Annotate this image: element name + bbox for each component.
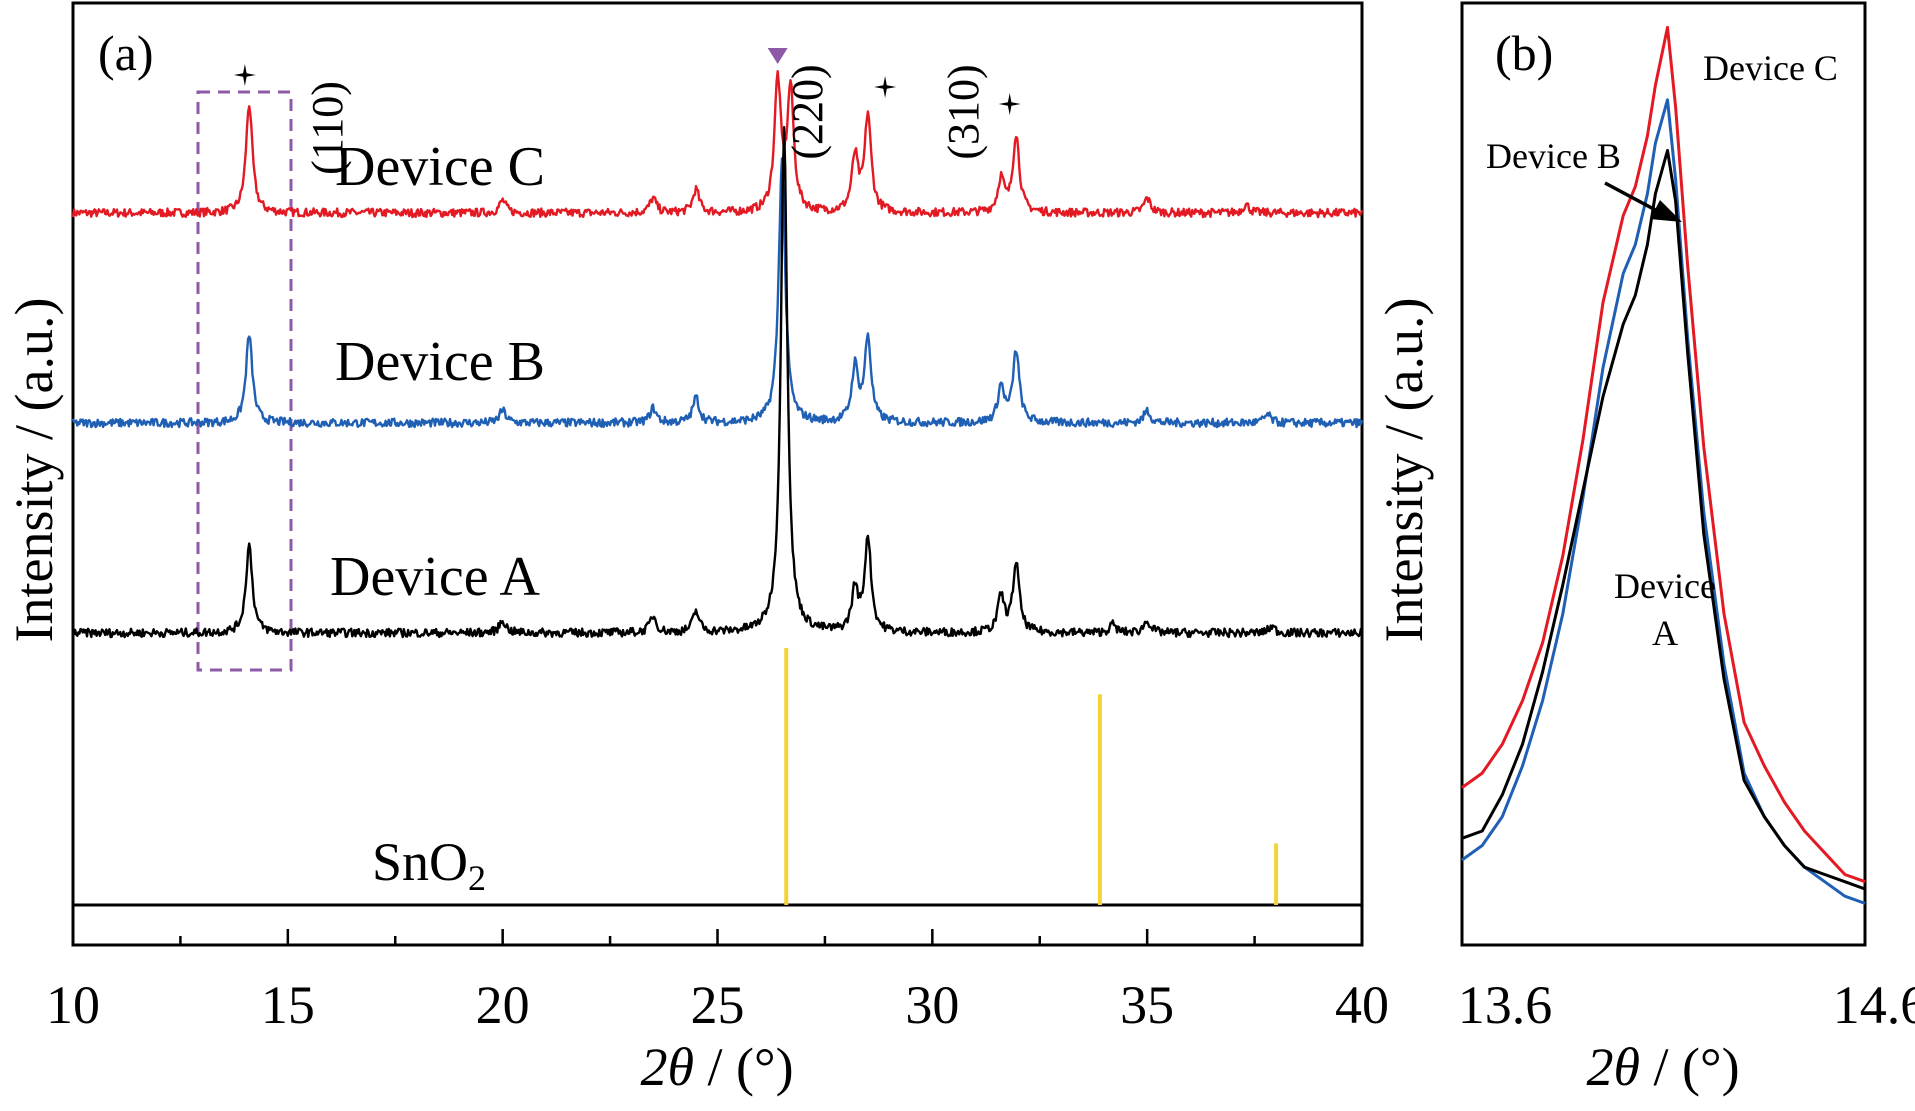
panel-b-label-device-c: Device C (1703, 48, 1838, 88)
series-label-device-a: Device A (330, 546, 540, 608)
star-marker-icon (874, 76, 897, 98)
panel-b-label: (b) (1495, 25, 1553, 81)
x-tick-label: 40 (1335, 975, 1389, 1035)
peak-label-220: (220) (783, 64, 832, 159)
trace-device-c (71, 70, 1364, 219)
x-tick-label: 10 (46, 975, 100, 1035)
panel-a-label: (a) (98, 25, 154, 81)
x-tick-label: 30 (905, 975, 959, 1035)
triangle-marker-icon (767, 48, 788, 64)
panel-b-traces (1461, 25, 1866, 905)
x-tick-label: 20 (476, 975, 530, 1035)
panel-b: (b) Device C Device B Device A 13.6 14.6… (1374, 1, 1915, 1097)
panel-b-x-axis-label: 2θ / (°) (1586, 1037, 1739, 1097)
sno2-subscript: 2 (468, 858, 486, 898)
zoom-trace-device-c (1461, 25, 1866, 884)
panel-a: 10 15 20 25 30 35 40 (a) Device C Device B Dev… (4, 1, 1389, 1097)
highlight-box-110 (196, 90, 293, 672)
panel-b-y-axis-label: Intensity / (a.u.) (1374, 298, 1434, 643)
panel-b-label-device-a-line1: Device (1614, 566, 1716, 606)
series-label-device-c: Device C (335, 136, 545, 198)
peak-label-110: (110) (303, 81, 352, 175)
panel-b-label-device-a-line2: A (1652, 613, 1678, 653)
device-b-arrow-shaft (1604, 181, 1664, 216)
panel-a-x-ticks: 10 15 20 25 30 35 40 (46, 929, 1389, 1035)
series-label-device-b: Device B (335, 331, 545, 393)
trace-device-b (71, 157, 1364, 429)
sno2-label: SnO2 (372, 832, 486, 898)
panel-b-tick-min: 13.6 (1458, 975, 1553, 1035)
zoom-trace-device-a (1461, 149, 1866, 891)
trace-device-a (71, 126, 1363, 639)
device-b-arrowhead-icon (1650, 200, 1682, 222)
star-marker-icon (998, 93, 1021, 115)
star-marker-icon (233, 64, 256, 86)
sno2-reference-lines (784, 648, 1279, 905)
panel-b-frame (1460, 1, 1867, 947)
x-tick-label: 35 (1120, 975, 1174, 1035)
panel-a-x-axis-label: 2θ / (°) (640, 1037, 793, 1097)
peak-markers (233, 48, 1021, 115)
panel-b-label-device-b: Device B (1486, 136, 1621, 176)
x-tick-label: 25 (691, 975, 745, 1035)
panel-b-tick-max: 14.6 (1833, 975, 1915, 1035)
panel-a-frame (71, 1, 1364, 947)
panel-a-y-axis-label: Intensity / (a.u.) (4, 298, 64, 643)
x-tick-label: 15 (261, 975, 315, 1035)
panel-a-traces (71, 70, 1364, 639)
peak-label-310: (310) (939, 64, 988, 159)
zoom-trace-device-b (1461, 98, 1866, 905)
